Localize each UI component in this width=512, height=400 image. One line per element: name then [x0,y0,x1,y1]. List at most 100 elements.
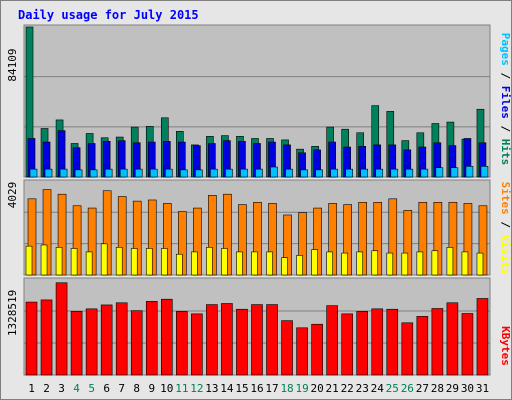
bar-kbytes-day-24 [371,308,384,376]
x-tick-label-day-22: 22 [341,382,354,395]
bar-pages-day-27 [420,168,429,178]
bar-kbytes-day-28 [431,308,444,376]
bar-pages-day-14 [225,168,233,178]
bar-kbytes-day-3 [55,282,68,376]
x-tick-label-day-18: 18 [280,382,293,395]
x-axis-day-labels: 1 2 3 4 5 6 7 8 9 10 11 12 13 14 15 16 17 18 19 20 21 22 23 24 2… [28,382,489,395]
bar-pages-day-26 [405,168,414,178]
x-tick-label-day-23: 23 [356,382,369,395]
bar-pages-day-21 [330,168,338,178]
bar-pages-day-13 [210,168,218,178]
bar-kbytes-day-13 [206,304,218,376]
bot-ymax-label: 1328519 [6,290,19,336]
bar-pages-day-9 [149,168,158,178]
legend-sep-1: / [499,66,512,86]
bar-kbytes-day-11 [176,311,188,376]
bar-pages-day-6 [104,168,113,178]
bar-pages-day-28 [435,167,444,178]
mid-right-label: Sites / Visits [499,182,512,275]
bar-pages-day-4 [74,169,83,178]
bar-sites-day-25 [386,252,394,276]
bar-kbytes-day-26 [401,322,414,376]
x-tick-label-day-5: 5 [88,382,95,395]
x-tick-label-day-30: 30 [461,382,474,395]
bar-kbytes-day-14 [221,303,233,376]
bar-sites-day-2 [40,244,48,276]
chart-title: Daily usage for July 2015 [18,8,199,22]
legend-pages: Pages [499,33,512,66]
bar-kbytes-day-21 [326,305,338,376]
bar-sites-day-26 [401,252,409,276]
bar-kbytes-day-7 [115,302,128,376]
bar-pages-day-7 [119,168,128,178]
x-tick-label-day-16: 16 [250,382,263,395]
legend-visits: Visits [499,235,512,275]
bar-sites-day-16 [251,251,258,276]
bar-sites-day-12 [191,251,198,276]
bar-sites-day-29 [446,247,454,276]
x-tick-label-day-1: 1 [28,382,35,395]
bar-pages-day-12 [195,169,203,178]
bar-sites-day-13 [206,247,213,276]
bar-kbytes-day-23 [356,311,369,376]
x-tick-label-day-20: 20 [311,382,324,395]
bar-pages-day-29 [450,167,459,178]
x-tick-label-day-27: 27 [416,382,429,395]
bar-kbytes-day-29 [446,302,459,376]
bar-kbytes-day-9 [145,301,158,376]
bar-pages-day-31 [480,165,489,178]
bar-sites-day-15 [236,251,243,276]
bar-sites-day-24 [371,250,379,276]
x-tick-label-day-24: 24 [371,382,385,395]
bar-sites-day-6 [100,243,108,276]
panel-kbytes [23,277,491,376]
bar-kbytes-day-6 [100,304,113,376]
x-tick-label-day-14: 14 [220,382,234,395]
bar-kbytes-day-25 [386,308,399,376]
legend-sep-2: / [499,119,512,139]
x-tick-label-day-25: 25 [386,382,399,395]
bar-kbytes-day-16 [251,304,263,376]
x-tick-label-day-28: 28 [431,382,444,395]
legend-hits: Hits [499,139,512,166]
x-tick-label-day-11: 11 [175,382,188,395]
bar-sites-day-11 [176,253,183,276]
x-tick-label-day-4: 4 [73,382,80,395]
bar-pages-day-11 [180,169,188,178]
bar-pages-day-30 [465,165,474,178]
bar-sites-day-21 [326,251,333,276]
bar-pages-day-20 [315,169,323,178]
x-tick-label-day-8: 8 [133,382,140,395]
bar-sites-day-20 [311,249,318,276]
bar-pages-day-8 [134,168,143,178]
bar-sites-day-22 [341,252,348,276]
mid-ymax-label: 4029 [6,182,19,209]
bar-sites-day-9 [145,248,153,276]
x-tick-label-day-31: 31 [476,382,489,395]
bar-sites-day-28 [431,250,439,276]
bot-right-label: KBytes [499,326,512,366]
bar-kbytes-day-10 [160,298,173,376]
bar-pages-day-2 [44,168,53,178]
bar-kbytes-day-31 [476,298,489,376]
bar-kbytes-day-1 [25,301,38,376]
bar-pages-day-16 [255,168,263,178]
bar-kbytes-day-27 [416,316,429,376]
bar-pages-day-17 [270,166,278,178]
x-tick-label-day-12: 12 [190,382,203,395]
bar-sites-day-10 [160,248,168,276]
bar-sites-day-7 [115,247,123,276]
bar-pages-day-1 [29,168,38,178]
bar-sites-day-8 [130,248,138,276]
bar-pages-day-23 [360,168,369,178]
bar-kbytes-day-12 [191,313,203,376]
x-tick-label-day-21: 21 [326,382,339,395]
bar-pages-day-15 [240,168,248,178]
legend-files: Files [499,86,512,119]
bar-pages-day-5 [89,169,98,178]
bar-sites-day-31 [476,252,484,276]
x-tick-label-day-2: 2 [43,382,50,395]
bar-pages-day-24 [375,168,384,178]
top-ymax-label: 84109 [6,48,19,81]
